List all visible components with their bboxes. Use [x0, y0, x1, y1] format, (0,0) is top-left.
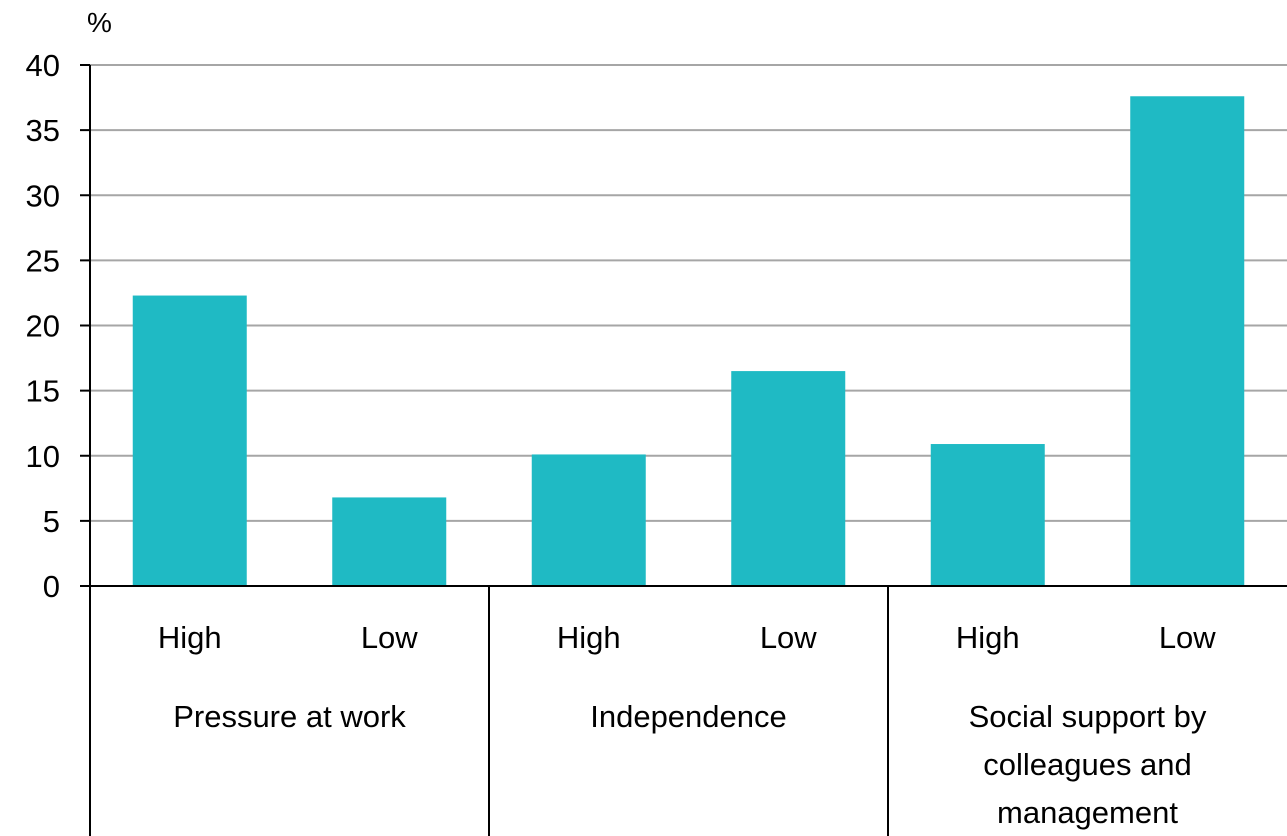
category-label: Low	[760, 620, 817, 655]
y-tick-label: 0	[43, 569, 60, 604]
y-tick-label: 25	[26, 243, 60, 278]
gridlines	[80, 64, 1287, 587]
y-tick-label: 35	[26, 113, 60, 148]
y-tick-label: 10	[26, 439, 60, 474]
group-label: Pressure at work	[173, 699, 406, 734]
y-tick-label: 40	[26, 48, 60, 83]
y-tick-label: 20	[26, 309, 60, 344]
bar	[332, 497, 447, 586]
group-label: Social support by	[969, 699, 1207, 734]
category-label: High	[158, 620, 222, 655]
y-tick-label: 5	[43, 504, 60, 539]
group-labels: Pressure at work Independence Social suppo…	[173, 586, 1207, 836]
y-unit-label: %	[87, 7, 112, 38]
category-label: High	[956, 620, 1020, 655]
group-label: management	[997, 795, 1178, 830]
y-tick-label: 30	[26, 178, 60, 213]
bar	[731, 371, 846, 586]
bar	[531, 454, 646, 586]
group-label: colleagues and	[983, 747, 1192, 782]
axes	[89, 65, 1287, 836]
bars	[132, 96, 1245, 586]
category-label: Low	[1159, 620, 1216, 655]
category-label: High	[557, 620, 621, 655]
bar	[930, 444, 1045, 586]
category-label: Low	[361, 620, 418, 655]
y-tick-label: 15	[26, 374, 60, 409]
y-tick-labels: 0 5 10 15 20 25 30 35 40	[26, 48, 60, 604]
bar	[1130, 96, 1245, 586]
group-label: Independence	[590, 699, 787, 734]
bar	[132, 295, 247, 586]
category-labels: High Low High Low High Low	[158, 620, 1216, 655]
